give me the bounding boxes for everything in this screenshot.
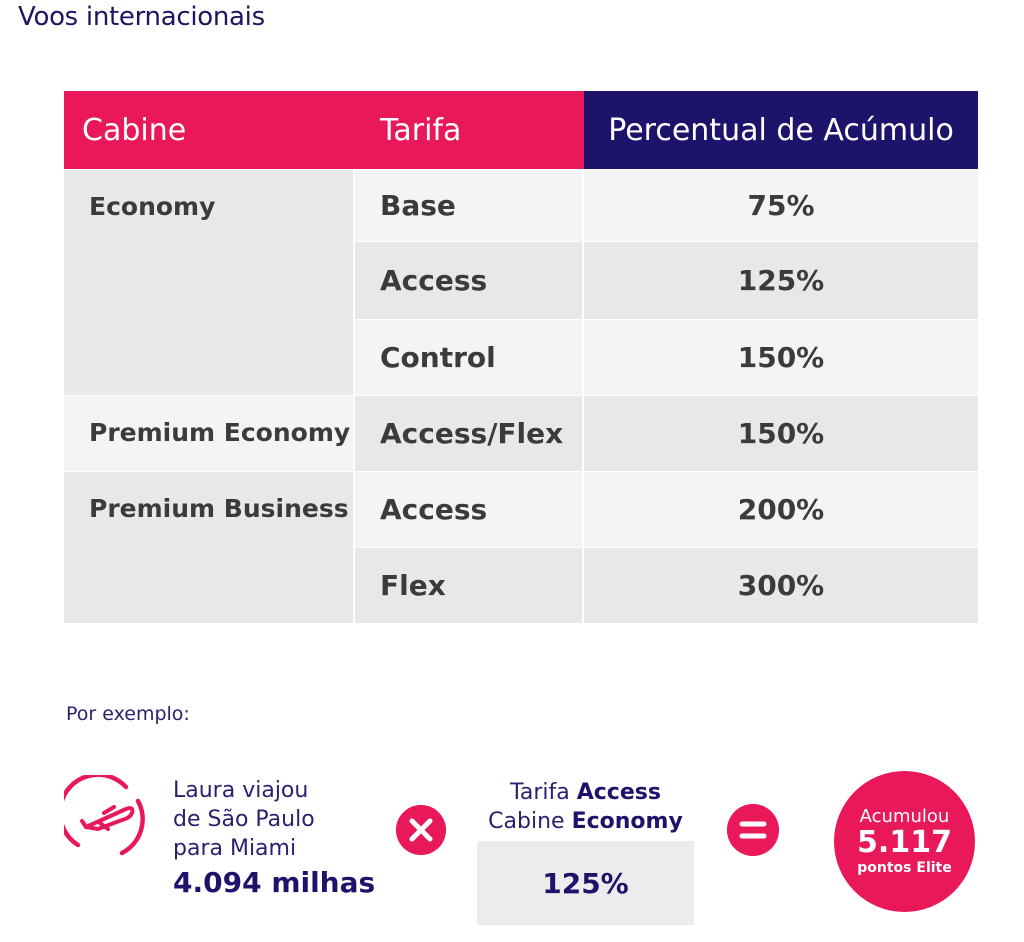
- airplane-takeoff-icon: [64, 775, 145, 856]
- tarifa-cell: Access/Flex: [355, 396, 582, 471]
- result-subtitle: pontos Elite: [857, 859, 952, 876]
- fare-cabine-prefix: Cabine: [488, 809, 572, 834]
- percentual-cell: 300%: [584, 548, 978, 623]
- trip-line: de São Paulo: [173, 807, 315, 832]
- cabine-premium-business: Premium Business: [64, 472, 353, 623]
- accrual-table: Cabine Tarifa Percentual de Acúmulo Econ…: [64, 91, 978, 623]
- percentual-cell: 150%: [584, 396, 978, 471]
- result-value: 5.117: [857, 824, 952, 860]
- tarifa-cell: Control: [355, 320, 582, 395]
- fare-percent-value: 125%: [477, 841, 694, 925]
- equals-icon: [727, 804, 779, 856]
- fare-line-1: Tarifa Access: [477, 778, 694, 807]
- page-title: Voos internacionais: [18, 2, 265, 32]
- trip-description: Laura viajou de São Paulo para Miami: [173, 776, 315, 863]
- header-tarifa: Tarifa: [355, 91, 584, 169]
- example-label: Por exemplo:: [66, 703, 190, 725]
- trip-line: Laura viajou: [173, 778, 309, 803]
- percentual-cell: 150%: [584, 320, 978, 395]
- result-label: Acumulou: [859, 805, 950, 827]
- fare-tarifa-prefix: Tarifa: [510, 780, 577, 805]
- header-cabine: Cabine: [64, 91, 355, 169]
- result-badge: Acumulou 5.117 pontos Elite: [834, 771, 975, 912]
- tarifa-cell: Flex: [355, 548, 582, 623]
- fare-cabine-name: Economy: [571, 809, 683, 834]
- cabine-premium-economy: Premium Economy: [64, 396, 353, 471]
- percentual-cell: 75%: [584, 170, 978, 241]
- fare-description: Tarifa Access Cabine Economy: [477, 778, 694, 836]
- header-percentual: Percentual de Acúmulo: [584, 91, 978, 169]
- miles-value: 4.094 milhas: [173, 866, 376, 899]
- fare-tarifa-name: Access: [576, 780, 661, 805]
- tarifa-cell: Access: [355, 242, 582, 319]
- cabine-economy: Economy: [64, 170, 353, 395]
- fare-line-2: Cabine Economy: [477, 807, 694, 836]
- tarifa-cell: Access: [355, 472, 582, 547]
- percentual-cell: 200%: [584, 472, 978, 547]
- trip-line: para Miami: [173, 836, 297, 861]
- multiply-icon: [396, 805, 446, 855]
- percentual-cell: 125%: [584, 242, 978, 319]
- tarifa-cell: Base: [355, 170, 582, 241]
